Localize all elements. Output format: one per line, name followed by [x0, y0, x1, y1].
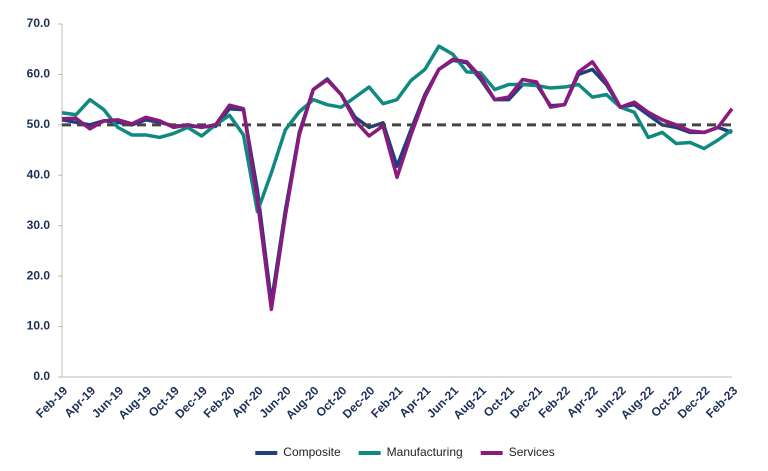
legend-label: Composite [283, 445, 341, 459]
y-tick-label: 10.0 [27, 319, 51, 333]
y-tick-label: 60.0 [27, 67, 51, 81]
series-line [61, 57, 734, 312]
y-tick-label: 20.0 [27, 268, 51, 282]
legend-label: Services [509, 445, 555, 459]
y-tick-label: 40.0 [27, 167, 51, 181]
y-tick-label: 70.0 [27, 16, 51, 30]
legend: Composite Manufacturing Services [255, 445, 555, 459]
x-tick-label: Feb-23 [703, 383, 740, 420]
y-tick-label: 0.0 [33, 369, 50, 383]
y-tick-label: 30.0 [27, 218, 51, 232]
y-tick-label: 50.0 [27, 117, 51, 131]
series-line [61, 44, 734, 214]
legend-label: Manufacturing [387, 445, 463, 459]
series-line [61, 58, 733, 305]
